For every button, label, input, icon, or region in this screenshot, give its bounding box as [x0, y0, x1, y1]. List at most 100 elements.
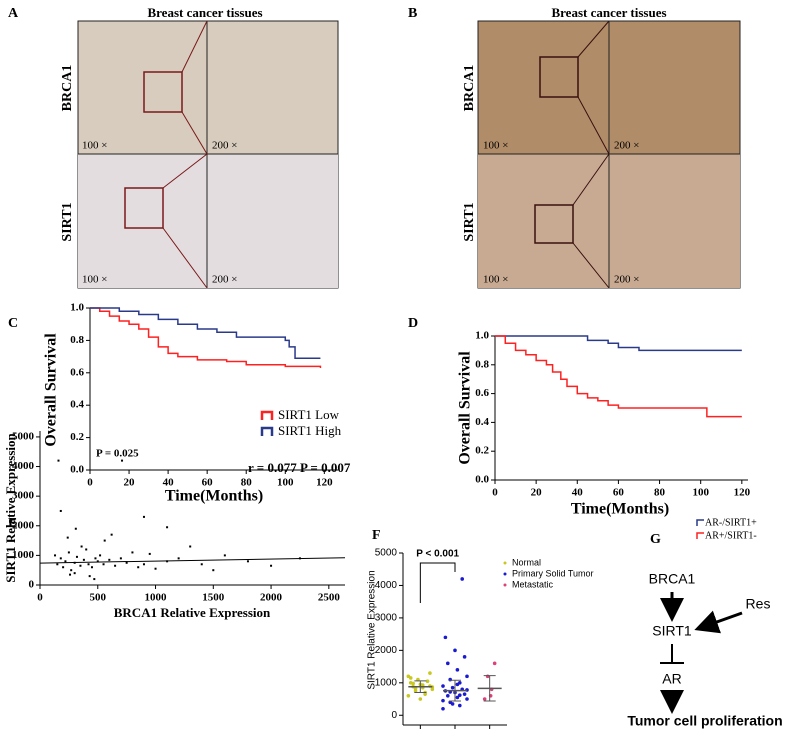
survival-curve [90, 307, 321, 359]
point [423, 692, 427, 696]
y-tick-label: 4000 [12, 460, 35, 472]
point [425, 679, 430, 683]
legend-label: AR-/SIRT1+ [705, 517, 757, 528]
node: Res [746, 596, 771, 612]
y-tick-label: 1.0 [70, 302, 84, 314]
y-tick-label: 1.0 [475, 330, 489, 342]
y-tick-label: 2000 [375, 645, 398, 656]
point [465, 674, 469, 679]
point [119, 557, 122, 560]
point [418, 697, 423, 701]
point [166, 526, 169, 529]
zoom-line [162, 153, 208, 289]
y-tick-label: 0.2 [475, 445, 489, 457]
x-tick-label: 2000 [260, 592, 283, 604]
point [408, 676, 413, 680]
magnification: 100 × [82, 140, 107, 152]
panel-label: D [408, 316, 418, 331]
panel-label: A [8, 6, 19, 21]
magnification: 200 × [212, 274, 237, 286]
y-axis-title: Overall Survival [43, 333, 60, 447]
point [74, 527, 77, 530]
x-tick-label: 500 [90, 592, 107, 604]
zoom-line [181, 20, 208, 155]
x-tick-label: 120 [316, 477, 333, 489]
point [458, 693, 462, 697]
point [441, 684, 445, 688]
y-tick-label: 5000 [375, 548, 398, 559]
legend-swatch [503, 561, 507, 565]
point [177, 557, 180, 560]
point [114, 564, 117, 567]
x-tick-label: 40 [572, 487, 584, 499]
y-tick-label: 0.4 [475, 416, 489, 428]
bracket [419, 562, 456, 603]
point [462, 692, 467, 696]
point [406, 693, 411, 698]
x-tick-label: 20 [531, 487, 543, 499]
legend-swatch [696, 532, 704, 539]
point [448, 677, 453, 682]
point [200, 563, 203, 566]
row-label: BRCA1 [462, 65, 477, 112]
y-tick-label: 0.0 [475, 474, 489, 486]
point [482, 697, 487, 701]
row-label: BRCA1 [60, 65, 75, 112]
annotation: r = 0.077 P = 0.007 [248, 460, 351, 475]
panel-label: G [650, 532, 661, 547]
legend-label: SIRT1 High [278, 423, 342, 438]
micrograph [78, 154, 338, 288]
point [80, 545, 83, 548]
point [455, 668, 460, 672]
point [79, 564, 82, 567]
point [443, 635, 448, 640]
y-axis-title: SIRT1 Relative Expression [3, 432, 18, 582]
y-tick-label: 3000 [12, 490, 35, 502]
point [64, 560, 67, 563]
y-tick-label: 5000 [12, 430, 35, 442]
y-tick-label: 0.6 [475, 387, 489, 399]
panel-label: C [8, 316, 18, 331]
point [69, 573, 72, 576]
point [108, 558, 111, 561]
zoom-box [124, 187, 164, 229]
zoom-box [534, 204, 574, 244]
point [411, 681, 415, 686]
point [455, 695, 460, 700]
point [90, 566, 93, 569]
panel-label: E [8, 516, 17, 531]
point [96, 560, 99, 563]
row-label: SIRT1 [462, 202, 477, 241]
legend-label: Primary Solid Tumor [512, 568, 594, 578]
x-axis-title: BRCA1 Relative Expression [114, 605, 271, 620]
point [125, 561, 128, 564]
x-tick-label: 80 [654, 487, 666, 499]
legend-swatch [503, 572, 507, 576]
point [73, 572, 76, 575]
x-tick-label: 60 [202, 477, 214, 489]
point [428, 671, 432, 675]
magnification: 100 × [483, 274, 508, 286]
point [99, 554, 102, 557]
x-tick-label: 1500 [202, 592, 225, 604]
node: SIRT1 [652, 623, 692, 639]
point [460, 577, 465, 581]
point [103, 539, 106, 542]
x-tick-label: 120 [734, 487, 751, 499]
x-tick-label: 0 [37, 592, 43, 604]
magnification: 100 × [483, 140, 508, 152]
y-tick-label: 4000 [375, 580, 398, 591]
x-tick-label: 0 [492, 487, 498, 499]
point [154, 567, 157, 570]
point [446, 661, 450, 666]
panel-title: Breast cancer tissues [147, 5, 262, 20]
y-tick-label: 0 [391, 710, 397, 721]
x-tick-label: 1000 [145, 592, 168, 604]
y-axis-title: Overall Survival [457, 351, 474, 465]
point [485, 674, 490, 679]
zoom-box [539, 56, 579, 98]
x-tick-label: 40 [163, 477, 175, 489]
legend-label: SIRT1 Low [278, 407, 340, 422]
survival-curve [495, 335, 742, 418]
